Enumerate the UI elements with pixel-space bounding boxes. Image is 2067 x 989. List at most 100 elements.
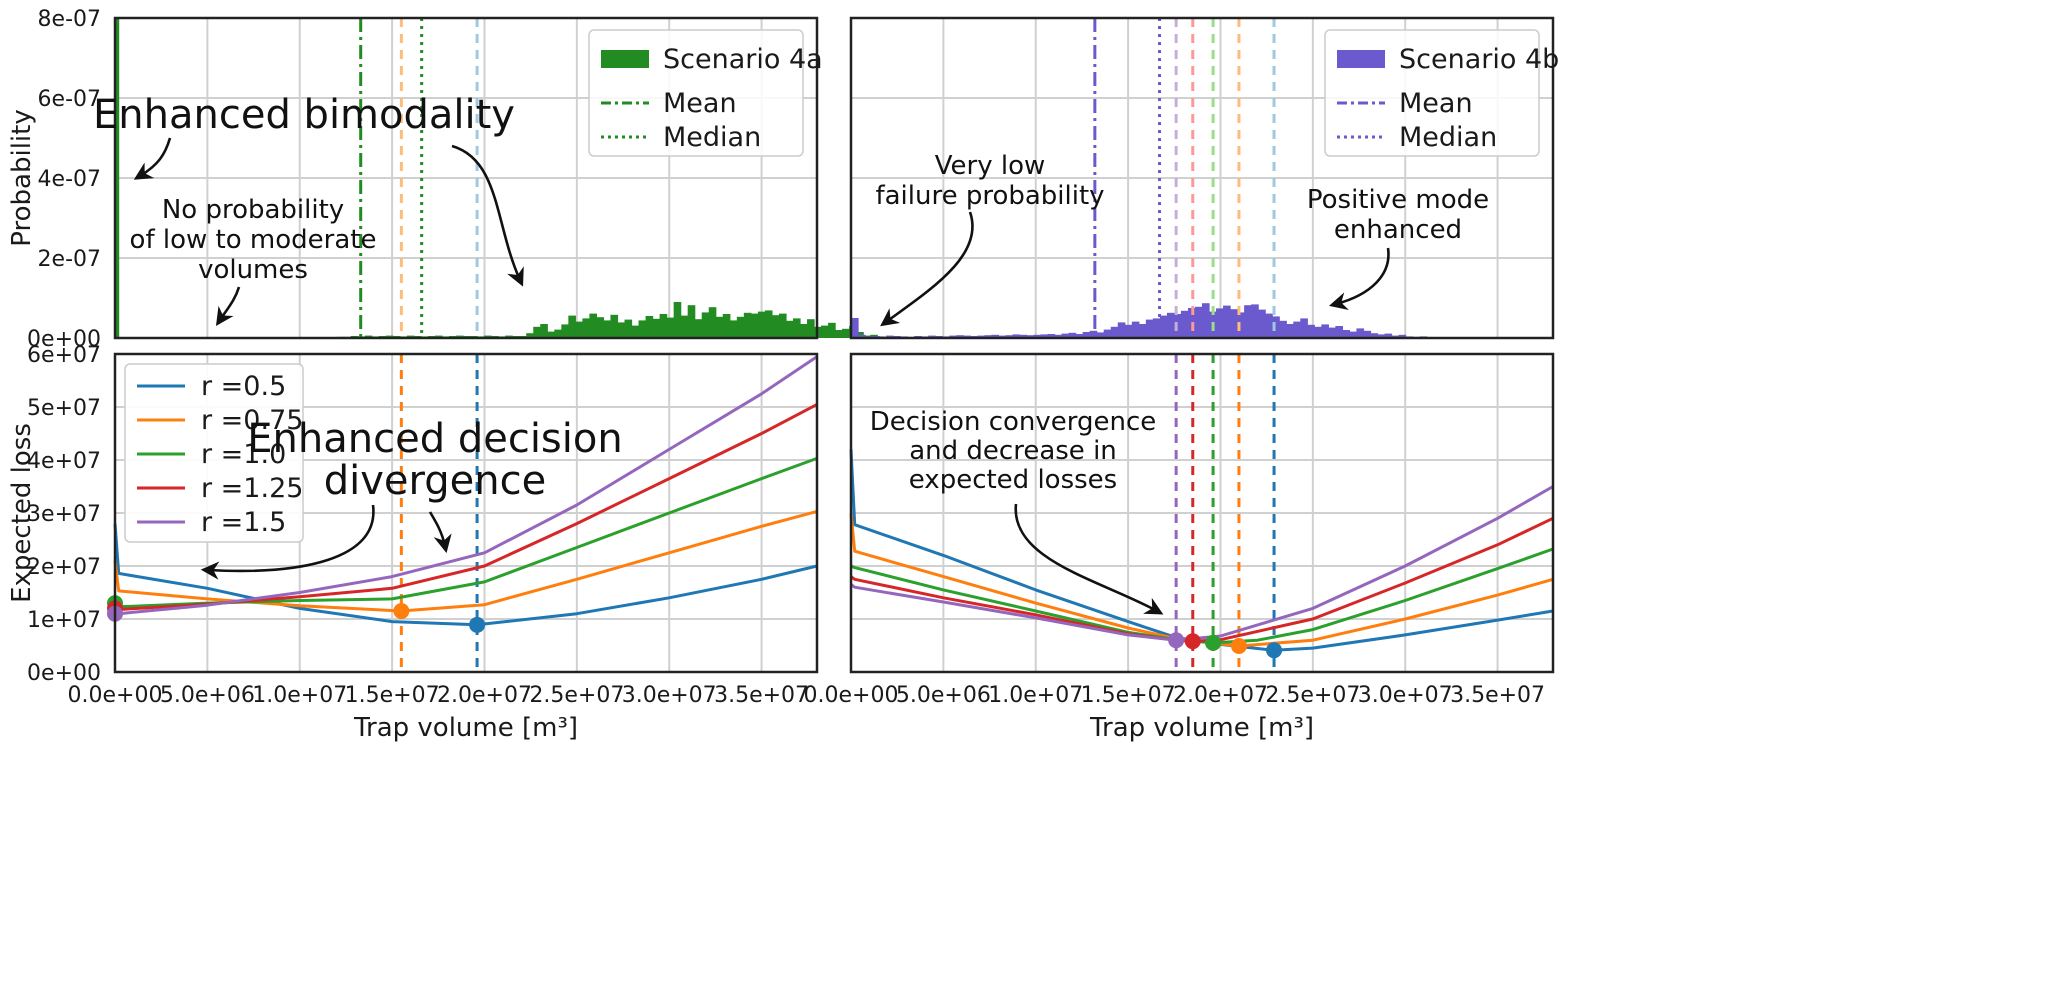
hist-bar <box>1040 334 1049 338</box>
x-tick-label: 2.5e+07 <box>1265 683 1360 708</box>
annotation-no-probability-line: volumes <box>198 255 308 285</box>
hist-bar <box>785 320 794 338</box>
hist-bar <box>1300 318 1308 338</box>
annotation-arrow <box>880 211 974 327</box>
annotation-arrow <box>451 144 524 287</box>
series-min-marker <box>393 603 410 620</box>
hist-bar <box>1033 334 1042 338</box>
hist-bar <box>729 320 738 338</box>
y-tick-label: 3e+07 <box>27 502 101 527</box>
hist-bar <box>750 313 759 338</box>
series-line <box>850 485 1554 642</box>
hist-bar <box>722 314 731 338</box>
hist-bar <box>764 310 773 338</box>
legend-box <box>124 363 304 543</box>
legend-swatch <box>601 50 649 68</box>
hist-bar <box>526 333 534 338</box>
series-line <box>849 512 1554 648</box>
hist-bar <box>1223 305 1231 338</box>
hist-bar <box>533 326 541 338</box>
legend-label: r =0.75 <box>201 405 303 436</box>
hist-bar <box>1096 332 1105 338</box>
hist-bar <box>1363 330 1372 338</box>
hist-bar <box>645 316 654 338</box>
y-tick-label: 2e-07 <box>38 247 101 272</box>
x-tick-label: 3.0e+07 <box>1358 683 1453 708</box>
hist-bar <box>687 305 696 338</box>
legend-label: Median <box>1399 122 1497 153</box>
hist-bar <box>1202 303 1210 338</box>
x-tick-label: 2.5e+07 <box>529 683 624 708</box>
x-axis-label: Trap volume [m³] <box>1089 713 1314 743</box>
series-min-marker <box>1205 634 1222 651</box>
hist-bar <box>1398 334 1407 338</box>
hist-bar <box>673 302 682 338</box>
annotation-arrow <box>200 504 375 580</box>
annotation-arrow <box>133 137 172 180</box>
hist-bar <box>1138 324 1147 338</box>
annotation-very-low-line: failure probability <box>875 181 1104 211</box>
hist-bar <box>1054 334 1063 338</box>
x-tick-label: 1.0e+07 <box>988 683 1083 708</box>
hist-bar <box>1293 321 1301 338</box>
series-line <box>114 403 818 611</box>
hist-bar <box>1110 326 1119 338</box>
legend-label: Scenario 4a <box>663 44 823 75</box>
hist-bar <box>680 315 689 338</box>
hist-bar <box>1005 335 1014 338</box>
hist-bar <box>715 316 724 338</box>
y-tick-label: 4e-07 <box>38 167 101 192</box>
legend-label: r =1.5 <box>201 507 286 538</box>
hist-bar <box>1152 318 1161 338</box>
hist-bar <box>1180 310 1189 338</box>
annotation-enhanced-decision-line: Enhanced decision <box>247 416 622 462</box>
y-tick-label: 8e-07 <box>38 7 101 32</box>
annotation-enhanced-decision: Enhanced decision divergence <box>247 416 622 504</box>
hist-bar <box>1258 309 1266 338</box>
x-tick-label: 3.0e+07 <box>622 683 717 708</box>
series-min-marker <box>1184 633 1201 650</box>
hist-bar <box>1286 324 1294 338</box>
hist-bar <box>631 325 640 338</box>
series-min-marker <box>1266 642 1283 659</box>
hist-bar <box>835 330 843 338</box>
hist-bar <box>1307 324 1315 338</box>
hist-bar <box>554 329 562 338</box>
annotation-arrow <box>1328 247 1390 310</box>
axes-frame <box>849 352 1555 674</box>
series-line <box>113 523 818 627</box>
hist-bar <box>828 322 836 338</box>
annotation-positive-mode-line: Positive mode <box>1307 185 1489 215</box>
hist-bar <box>807 319 815 338</box>
hist-bar <box>1019 334 1028 338</box>
series-line <box>115 355 818 616</box>
hist-bar <box>652 318 661 338</box>
hist-bar <box>1356 328 1365 338</box>
legend-label: r =1.25 <box>201 473 303 504</box>
hist-bar <box>984 335 992 338</box>
y-tick-label: 2e+07 <box>27 555 101 580</box>
hist-bar <box>610 314 619 338</box>
axes-frame <box>849 16 1555 340</box>
hist-bar <box>1370 333 1379 338</box>
annotation-no-probability-line: No probability <box>162 195 344 225</box>
hist-bar <box>1075 334 1084 338</box>
hist-bar <box>1349 331 1358 338</box>
legend-label: Scenario 4b <box>1399 44 1559 75</box>
y-tick-label: 0e+00 <box>27 661 101 686</box>
series-min-marker <box>469 616 486 633</box>
hist-bar <box>736 316 745 338</box>
annotation-no-probability-line: of low to moderate <box>130 225 377 255</box>
hist-bar <box>1047 334 1056 338</box>
hist-bar <box>1377 334 1386 338</box>
hist-bar <box>694 319 703 338</box>
annotation-decision-convergence-line: and decrease in <box>909 436 1117 466</box>
hist-bar <box>858 334 866 338</box>
annotation-positive-mode-line: enhanced <box>1334 215 1462 245</box>
x-tick-label: 1.0e+07 <box>252 683 347 708</box>
annotation-no-probability: No probability of low to moderate volumes <box>130 195 377 285</box>
legend-label: Mean <box>663 88 737 119</box>
